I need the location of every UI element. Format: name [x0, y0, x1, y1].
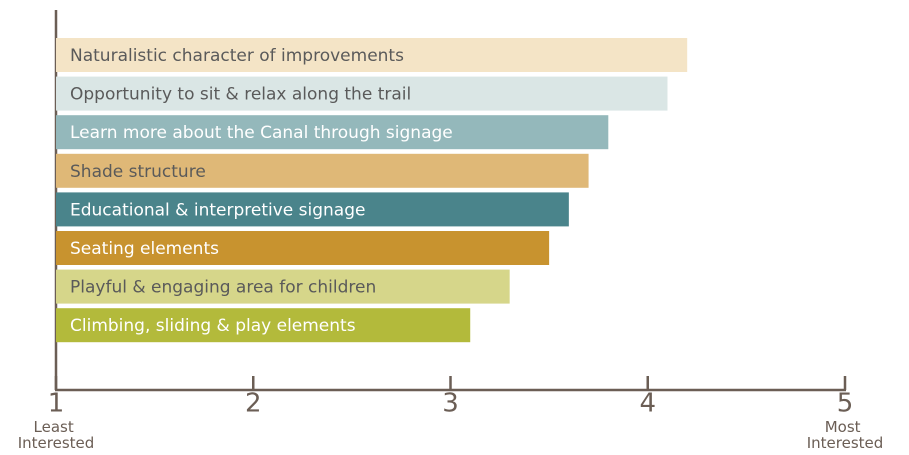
bar — [56, 115, 609, 150]
bar — [56, 231, 550, 265]
bar-label: Naturalistic character of improvements — [70, 46, 404, 66]
bar-label: Shade structure — [70, 162, 206, 182]
bar — [56, 38, 688, 72]
x-tick-label: 1 — [48, 389, 65, 419]
bar — [56, 269, 510, 304]
x-tick-label: 4 — [639, 389, 656, 419]
bar-label: Seating elements — [70, 239, 219, 259]
bar — [56, 192, 569, 227]
bar-label: Climbing, sliding & play elements — [70, 316, 356, 336]
bar-label: Opportunity to sit & relax along the tra… — [70, 85, 411, 105]
bar — [56, 153, 589, 188]
axis-annotation: Most Interested — [807, 418, 884, 452]
x-tick-label: 5 — [837, 389, 854, 419]
axis-annotation: Least Interested — [18, 418, 95, 452]
x-tick-label: 2 — [245, 389, 262, 419]
bar-label: Playful & engaging area for children — [70, 278, 376, 298]
bar — [56, 76, 668, 111]
bar — [56, 308, 471, 343]
bar-label: Learn more about the Canal through signa… — [70, 123, 453, 143]
x-tick-label: 3 — [442, 389, 459, 419]
bar-label: Educational & interpretive signage — [70, 200, 365, 220]
